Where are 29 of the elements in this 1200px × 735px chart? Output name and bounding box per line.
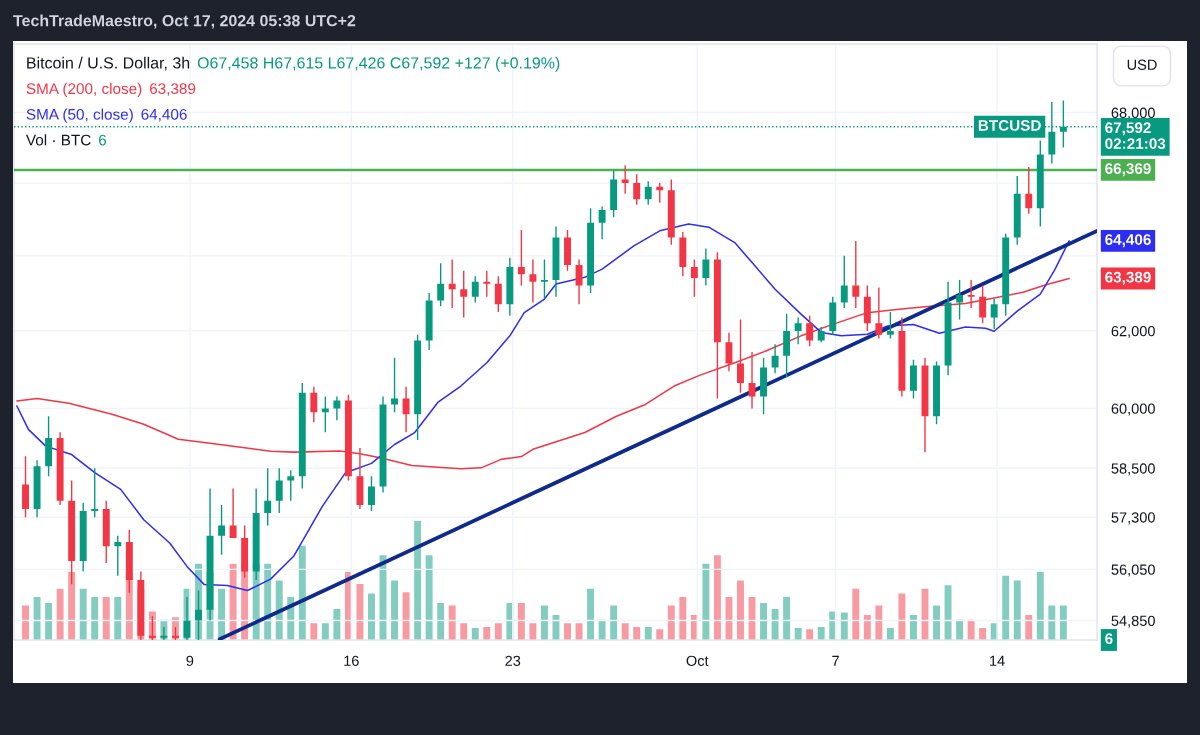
text: 6: [99, 134, 107, 146]
y-tick-label: 62,000: [1111, 325, 1155, 339]
y-tick-label: 56,050: [1111, 564, 1155, 577]
text: Bitcoin / U.S. Dollar, 3h: [27, 56, 190, 71]
y-tick-label: 57,300: [1111, 512, 1155, 525]
text: O67,458 H67,615 L67,426 C67,592 +127 (+0.19%): [197, 56, 560, 72]
y-tick-label: 54,850: [1111, 615, 1155, 628]
text: 6: [1105, 633, 1113, 645]
ref-line-label: 67,592 02:21:03: [1105, 122, 1166, 150]
annotation: 63,389: [149, 83, 196, 96]
x-tick-label: 7: [832, 655, 839, 666]
x-tick-label: 9: [186, 655, 194, 666]
x-tick-label: 16: [344, 655, 359, 666]
annotation: BTCUSD: [978, 120, 1041, 131]
text: 63,389: [1105, 271, 1151, 285]
text: 64,406: [1105, 234, 1151, 248]
x-tick-label: 14: [990, 655, 1005, 666]
y-axis-title: USD: [1127, 59, 1157, 70]
text: TechTradeMaestro, Oct 17, 2024 05:38 UTC+2: [13, 14, 356, 29]
y-tick-label: 58,500: [1111, 463, 1155, 476]
text: SMA (200, close): [26, 82, 142, 98]
ref-line-label: 66,369: [1105, 163, 1151, 177]
text: SMA (50, close): [26, 108, 133, 123]
y-tick-label: 68,000: [1111, 107, 1155, 120]
chart-title: Vol · BTC: [25, 134, 91, 146]
x-tick-label: Oct: [686, 655, 709, 666]
x-tick-label: 23: [505, 655, 521, 666]
y-tick-label: 60,000: [1111, 403, 1155, 416]
annotation: 64,406: [141, 108, 187, 122]
